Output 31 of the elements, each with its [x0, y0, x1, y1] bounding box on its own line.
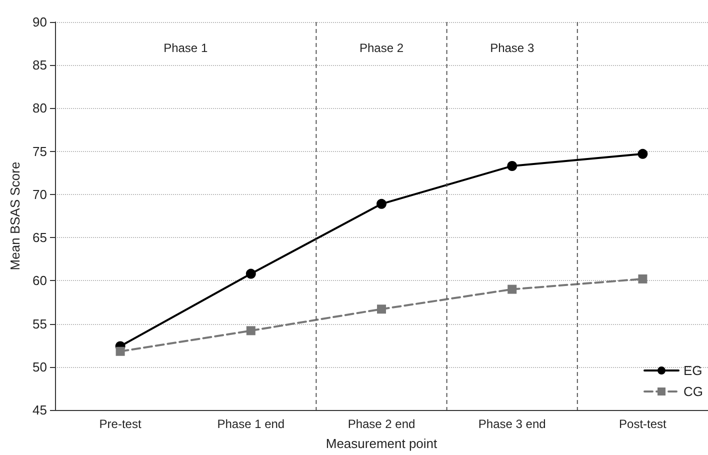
- y-tick-label: 55: [32, 316, 47, 332]
- y-tick-label: 50: [32, 359, 47, 374]
- annotation: Phase 1: [164, 41, 208, 55]
- annotation: Phase 3: [490, 41, 534, 55]
- x-tick-label: Phase 3 end: [478, 417, 546, 431]
- y-tick-label: 75: [32, 144, 47, 159]
- point: [246, 326, 256, 336]
- annotation: Phase 2: [359, 41, 404, 55]
- x-tick-label: Pre-test: [99, 417, 142, 431]
- legend-label: EG: [684, 363, 702, 378]
- legend-label: CG: [684, 384, 703, 399]
- x-tick-label: Phase 2 end: [348, 417, 416, 431]
- x-tick-label: Phase 1 end: [217, 417, 285, 431]
- point: [116, 346, 125, 356]
- y-tick-label: 65: [32, 230, 47, 246]
- point: [638, 148, 648, 159]
- point: [508, 284, 517, 294]
- point: [377, 304, 386, 314]
- y-tick-label: 80: [32, 100, 47, 116]
- y-tick-label: 60: [32, 273, 47, 288]
- y-tick-label: 70: [32, 186, 47, 202]
- point: [376, 198, 386, 209]
- y-tick-label: 90: [32, 14, 47, 30]
- x-axis-title: Measurement point: [326, 436, 438, 451]
- y-tick-label: 85: [32, 58, 47, 73]
- point: [246, 268, 256, 279]
- y-axis-title: Mean BSAS Score: [8, 162, 23, 270]
- point: [638, 274, 648, 284]
- point: [507, 160, 518, 171]
- x-tick-label: Post-test: [619, 417, 668, 431]
- y-tick-label: 45: [32, 402, 47, 418]
